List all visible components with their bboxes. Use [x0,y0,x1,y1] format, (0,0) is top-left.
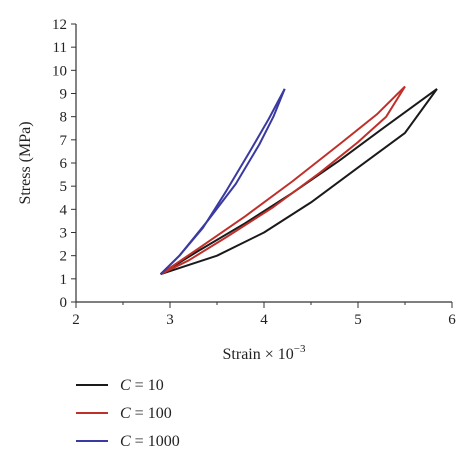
legend-value: = 10 [131,377,164,394]
legend-label-0: C = 10 [120,377,164,394]
y-tick-label: 11 [53,40,67,56]
x-tick-label: 4 [260,312,268,328]
x-tick-label: 5 [354,312,362,328]
y-axis-label: Stress (MPa) [17,121,34,204]
legend-value: = 1000 [131,433,180,450]
y-tick-label: 8 [60,110,68,126]
legend-variable: C [120,433,131,450]
y-tick-label: 12 [52,17,67,33]
legend-label-1: C = 100 [120,405,172,422]
x-axis-label-text: Strain × 10 [223,346,294,363]
y-tick-label: 3 [60,226,68,242]
y-tick-label: 5 [60,179,68,195]
y-tick-label: 7 [60,133,68,149]
x-tick-label: 2 [72,312,80,328]
series-2-loading-line [159,88,286,275]
x-tick-label: 3 [166,312,174,328]
y-tick-label: 6 [60,156,68,172]
series-2-unloading-line [159,88,286,275]
y-tick-label: 1 [60,272,68,288]
legend-variable: C [120,405,131,422]
series-0-unloading-line [160,88,438,276]
y-tick-label: 0 [60,295,68,311]
legend-value: = 100 [131,405,172,422]
x-axis-label-exponent: −3 [294,343,306,355]
y-tick-label: 9 [60,87,68,103]
legend-variable: C [120,377,131,394]
series-1-unloading-line [160,85,406,276]
legend-label-2: C = 1000 [120,433,180,450]
x-axis-label: Strain × 10−3 [223,343,306,363]
y-tick-label: 4 [60,202,68,218]
x-tick-label: 6 [448,312,456,328]
y-tick-label: 10 [52,63,67,79]
y-tick-label: 2 [60,249,68,265]
series-1-loading-line [160,85,406,276]
